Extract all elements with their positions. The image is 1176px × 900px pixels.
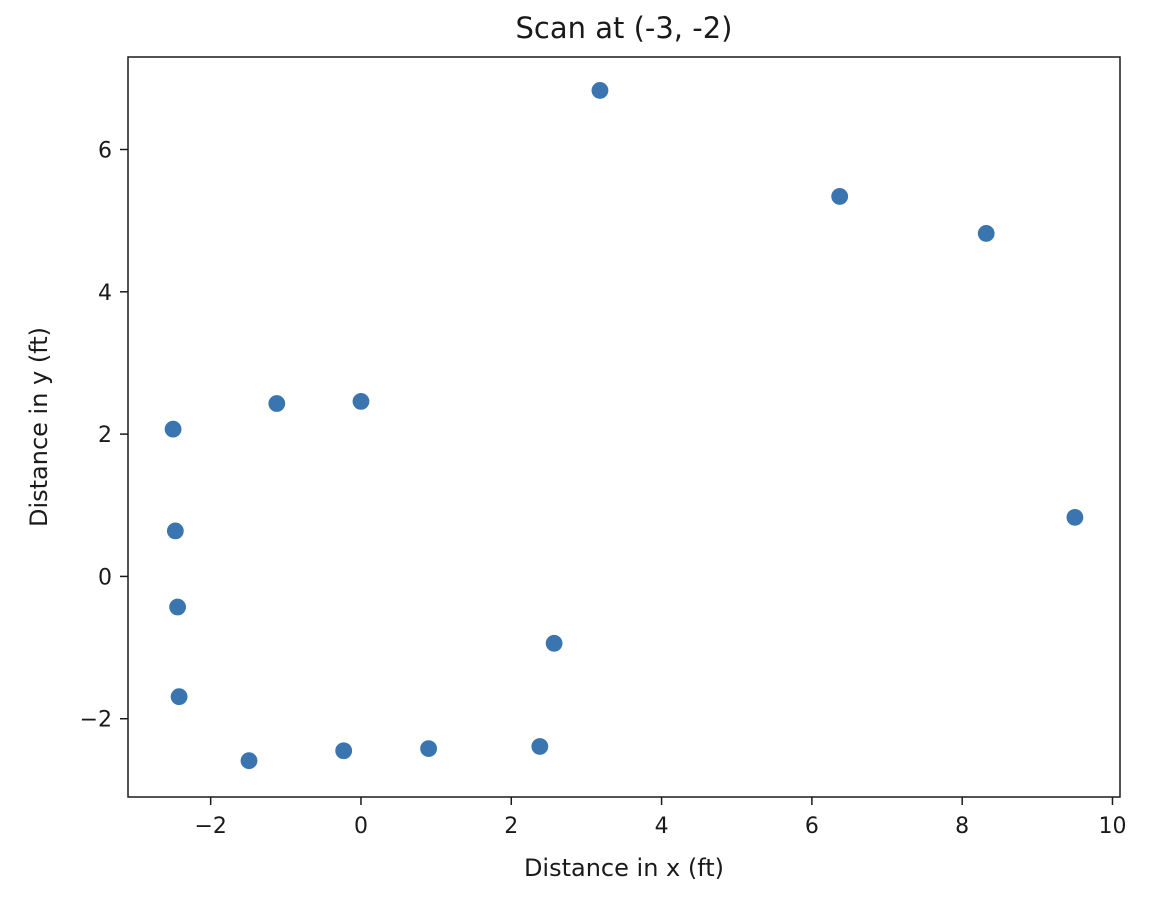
data-point [163,419,183,439]
chart-title: Scan at (-3, -2) [516,11,733,45]
data-point [169,687,189,707]
x-tick-label: 2 [504,814,518,839]
y-tick-label: −2 [80,708,112,733]
data-point [976,223,996,244]
data-point [590,80,610,101]
scatter-points [163,80,1085,771]
plot-area-frame [127,56,1121,798]
y-axis-label: Distance in y (ft) [25,327,53,527]
data-point [351,391,371,411]
data-point [165,521,185,541]
x-tick-label: 0 [354,814,368,839]
x-tick-label: 10 [1098,814,1126,839]
data-point [239,751,259,771]
y-tick-label: 0 [98,565,112,590]
y-tick-label: 4 [98,281,112,306]
data-point [544,633,564,653]
x-tick-label: 8 [955,814,969,839]
y-tick-label: 6 [98,139,112,164]
x-tick-label: 6 [805,814,819,839]
data-point [1065,507,1085,527]
data-point [334,741,354,761]
x-axis-ticks: −2 0 2 4 6 8 10 [194,797,1126,839]
y-axis-ticks: −2 0 2 4 6 [80,139,128,733]
data-point [267,393,287,414]
data-point [168,597,188,617]
x-tick-label: −2 [194,814,226,839]
data-point [830,186,850,207]
data-point [419,739,439,759]
data-point [530,736,550,757]
x-tick-label: 4 [655,814,669,839]
x-axis-label: Distance in x (ft) [524,854,724,882]
y-tick-label: 2 [98,423,112,448]
